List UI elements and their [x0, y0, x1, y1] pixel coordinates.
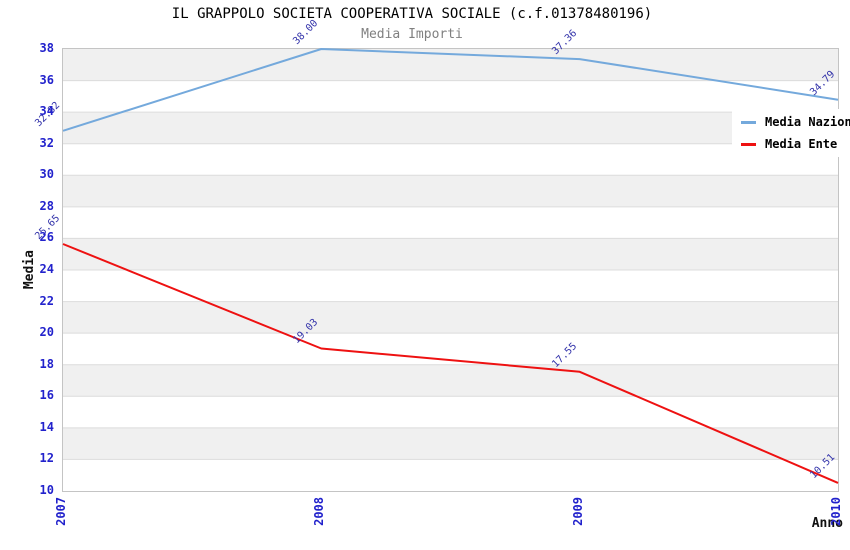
legend-label: Media Nazionale [765, 115, 850, 129]
chart-title: IL GRAPPOLO SOCIETA COOPERATIVA SOCIALE … [171, 6, 653, 22]
series-line-media-ente [62, 243, 839, 484]
y-tick-label: 12 [39, 451, 54, 466]
y-tick-label: 26 [39, 230, 54, 245]
y-tick-label: 18 [39, 356, 54, 371]
plot-area: 32.82 38.00 37.36 34.79 25.65 19.03 17.55 10.51… [33, 18, 850, 492]
y-tick-label: 32 [39, 135, 54, 150]
series-line-media-nazionale [62, 48, 839, 132]
legend-label: Media Ente [765, 137, 838, 151]
y-tick-label: 34 [39, 104, 54, 119]
legend-item-media-nazionale: Media Nazionale [741, 114, 850, 130]
y-tick-label: 10 [39, 483, 54, 497]
y-tick-label: 24 [39, 262, 54, 276]
x-tick-label: 2007 [54, 497, 68, 526]
y-tick-label: 38 [39, 41, 54, 55]
legend: Media Nazionale Media Ente [732, 109, 850, 157]
plot-svg [62, 48, 839, 484]
legend-swatch-media-nazionale [741, 120, 756, 124]
y-tick-label: 20 [39, 325, 54, 340]
x-tick-label: 2008 [312, 497, 327, 526]
y-tick-label: 36 [39, 72, 54, 87]
legend-item-media-ente: Media Ente [741, 136, 850, 152]
legend-swatch-media-ente [741, 142, 756, 146]
x-axis-label: Anno [811, 516, 843, 531]
y-tick-label: 30 [39, 167, 54, 182]
y-tick-label: 22 [39, 293, 54, 308]
y-tick-label: 16 [39, 388, 54, 403]
y-tick-label: 28 [39, 198, 54, 213]
x-tick-label: 2009 [570, 497, 585, 526]
y-tick-label: 14 [39, 419, 54, 434]
chart-subtitle: Media Importi [361, 27, 463, 42]
x-tick-label: 2010 [829, 497, 843, 526]
